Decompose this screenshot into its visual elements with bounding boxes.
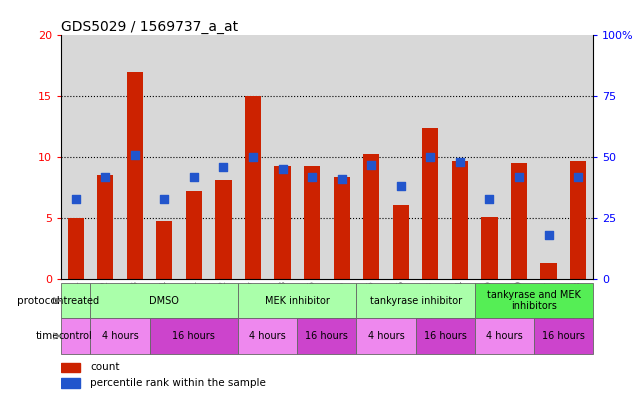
Point <box>425 154 435 160</box>
Point <box>455 159 465 165</box>
Bar <box>393 205 409 279</box>
Bar <box>475 318 534 354</box>
Text: GDS5029 / 1569737_a_at: GDS5029 / 1569737_a_at <box>61 20 238 34</box>
Point <box>514 174 524 180</box>
Bar <box>156 220 172 279</box>
Text: untreated: untreated <box>52 296 100 306</box>
Bar <box>238 318 297 354</box>
Point <box>395 183 406 189</box>
Bar <box>445 35 475 279</box>
Point <box>189 174 199 180</box>
Bar <box>356 318 415 354</box>
Text: 16 hours: 16 hours <box>424 331 467 341</box>
Bar <box>570 161 587 279</box>
Text: MEK inhibitor: MEK inhibitor <box>265 296 329 306</box>
Bar <box>356 283 475 318</box>
Bar <box>481 217 497 279</box>
Point <box>337 176 347 182</box>
Point <box>573 174 583 180</box>
Bar <box>415 35 445 279</box>
Bar <box>475 283 593 318</box>
Bar <box>534 318 593 354</box>
Text: DMSO: DMSO <box>149 296 179 306</box>
Text: 16 hours: 16 hours <box>542 331 585 341</box>
Bar <box>186 191 202 279</box>
Text: 16 hours: 16 hours <box>306 331 348 341</box>
Bar <box>90 283 238 318</box>
Point <box>278 166 288 173</box>
Bar <box>90 35 120 279</box>
Bar <box>238 283 356 318</box>
Text: percentile rank within the sample: percentile rank within the sample <box>90 378 266 388</box>
Bar <box>333 177 350 279</box>
Bar <box>534 35 563 279</box>
Bar <box>356 35 386 279</box>
Bar <box>327 35 356 279</box>
Bar <box>61 378 79 388</box>
Bar <box>540 263 557 279</box>
Bar <box>422 128 438 279</box>
Text: time: time <box>36 331 60 341</box>
Text: protocol: protocol <box>17 296 60 306</box>
Bar <box>67 218 84 279</box>
Bar <box>238 35 268 279</box>
Bar <box>304 166 320 279</box>
Bar <box>120 35 149 279</box>
Bar <box>90 318 149 354</box>
Point <box>366 162 376 168</box>
Bar <box>179 35 209 279</box>
Text: 4 hours: 4 hours <box>102 331 138 341</box>
Point <box>307 174 317 180</box>
Bar <box>563 35 593 279</box>
Point <box>544 232 554 238</box>
Bar <box>504 35 534 279</box>
Bar <box>149 35 179 279</box>
Bar <box>475 35 504 279</box>
Text: 4 hours: 4 hours <box>249 331 286 341</box>
Bar <box>215 180 231 279</box>
Text: control: control <box>59 331 92 341</box>
Bar <box>274 166 291 279</box>
Bar <box>149 318 238 354</box>
Point <box>129 152 140 158</box>
Bar <box>245 96 261 279</box>
Bar <box>452 161 468 279</box>
Point <box>485 195 495 202</box>
Text: tankyrase inhibitor: tankyrase inhibitor <box>369 296 462 306</box>
Point <box>159 195 169 202</box>
Bar <box>61 318 90 354</box>
Text: 16 hours: 16 hours <box>172 331 215 341</box>
Bar <box>297 35 327 279</box>
Text: tankyrase and MEK
inhibitors: tankyrase and MEK inhibitors <box>487 290 581 311</box>
Point <box>100 174 110 180</box>
Bar <box>97 175 113 279</box>
Point <box>71 195 81 202</box>
Bar <box>61 283 90 318</box>
Bar <box>363 154 379 279</box>
Text: count: count <box>90 362 120 373</box>
Bar <box>297 318 356 354</box>
Text: 4 hours: 4 hours <box>486 331 522 341</box>
Bar <box>386 35 415 279</box>
Bar <box>268 35 297 279</box>
Bar <box>127 72 143 279</box>
Bar <box>511 163 527 279</box>
Point <box>248 154 258 160</box>
Text: 4 hours: 4 hours <box>368 331 404 341</box>
Bar <box>209 35 238 279</box>
Bar <box>61 363 79 372</box>
Bar <box>61 35 90 279</box>
Bar <box>415 318 475 354</box>
Point <box>219 164 229 170</box>
